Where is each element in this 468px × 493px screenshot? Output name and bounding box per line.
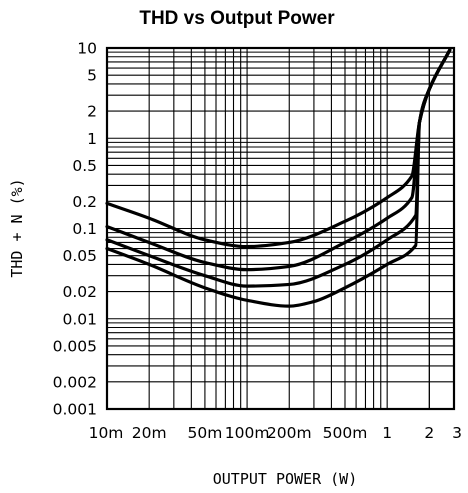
- y-tick-label: 5: [87, 67, 97, 85]
- x-tick-label: 50m: [187, 424, 222, 442]
- x-axis-label: OUTPUT POWER (W): [213, 470, 358, 488]
- y-tick-labels: 10 5 2 1 0.5 0.2 0.1 0.05 0.02 0.01 0.005 0.002 0.00…: [53, 40, 97, 419]
- y-tick-label: 0.002: [53, 373, 97, 391]
- x-tick-label: 500m: [323, 424, 368, 442]
- x-tick-label: 3: [452, 424, 462, 442]
- y-tick-label: 0.001: [53, 401, 97, 419]
- curves: [105, 48, 452, 308]
- plot-frame: [105, 46, 456, 411]
- y-tick-label: 0.1: [72, 220, 97, 238]
- y-tick-label: 0.5: [72, 157, 97, 175]
- y-tick-label: 1: [87, 130, 97, 148]
- x-tick-label: 20m: [132, 424, 167, 442]
- grid: [107, 48, 454, 409]
- x-tick-label: 200m: [267, 424, 312, 442]
- thd-curve-4: [105, 48, 452, 308]
- y-tick-label: 0.01: [62, 310, 97, 328]
- thd-curve-1: [105, 48, 452, 249]
- y-tick-label: 0.2: [72, 193, 97, 211]
- y-tick-label: 2: [87, 103, 97, 121]
- y-tick-label: 0.05: [62, 247, 97, 265]
- y-axis-label: THD + N (%): [8, 178, 26, 277]
- y-tick-label: 10: [77, 40, 97, 58]
- y-tick-label: 0.005: [53, 337, 97, 355]
- x-tick-label: 1: [382, 424, 392, 442]
- y-tick-label: 0.02: [62, 283, 97, 301]
- thd-curve-3: [105, 48, 452, 288]
- x-tick-label: 2: [424, 424, 434, 442]
- chart-title: THD vs Output Power: [139, 8, 335, 29]
- x-tick-label: 100m: [225, 424, 270, 442]
- x-tick-label: 10m: [89, 424, 124, 442]
